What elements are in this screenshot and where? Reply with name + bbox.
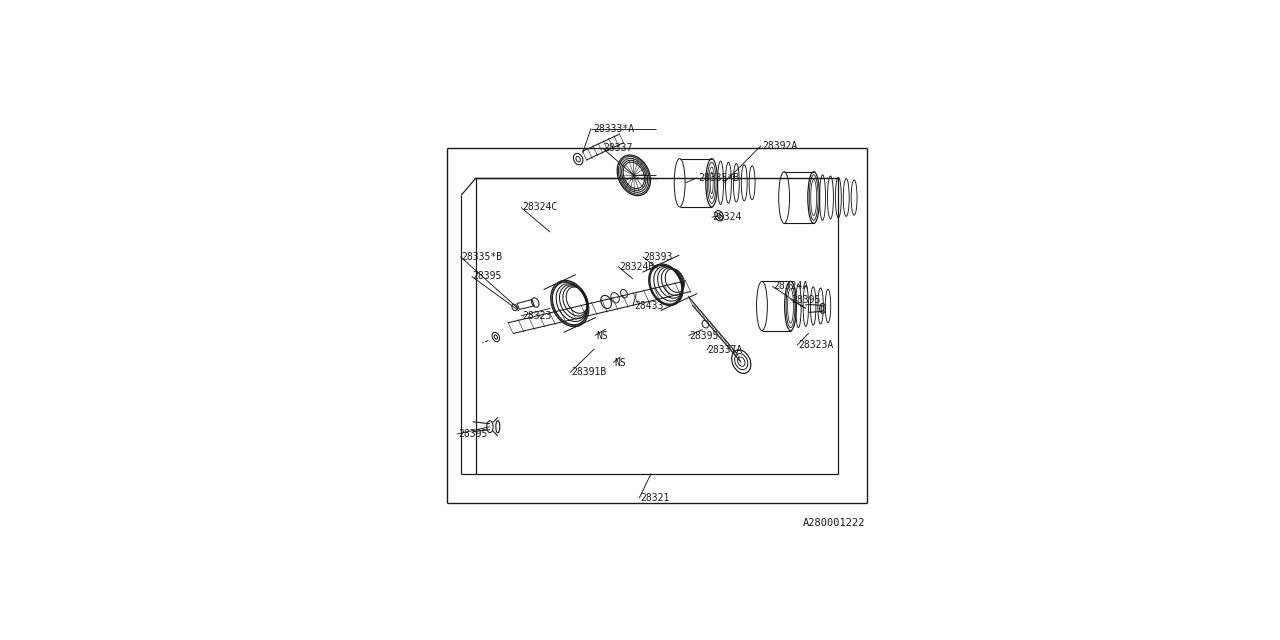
Text: 28433: 28433 bbox=[634, 301, 663, 311]
Text: 28324: 28324 bbox=[713, 212, 742, 222]
Text: NS: NS bbox=[596, 330, 608, 340]
Text: 28333*A: 28333*A bbox=[593, 124, 634, 134]
Text: 28323A: 28323A bbox=[797, 340, 833, 350]
Text: 28393: 28393 bbox=[644, 252, 673, 262]
Text: 28395: 28395 bbox=[472, 271, 502, 282]
Text: NS: NS bbox=[614, 358, 626, 367]
Text: 28321: 28321 bbox=[640, 493, 669, 503]
Text: 28324C: 28324C bbox=[522, 202, 557, 212]
Text: 28324B: 28324B bbox=[620, 262, 654, 271]
Text: 28335*B: 28335*B bbox=[698, 173, 739, 183]
Text: 28335*B: 28335*B bbox=[461, 252, 503, 262]
Text: 28395: 28395 bbox=[791, 294, 820, 305]
Text: 28323: 28323 bbox=[522, 311, 552, 321]
Text: A280001222: A280001222 bbox=[803, 518, 865, 528]
Text: 28395: 28395 bbox=[458, 429, 488, 439]
Text: 28324A: 28324A bbox=[773, 281, 809, 291]
Text: 28395: 28395 bbox=[690, 330, 719, 340]
Text: 28391B: 28391B bbox=[571, 367, 607, 378]
Polygon shape bbox=[517, 300, 534, 309]
Text: 28337A: 28337A bbox=[708, 346, 742, 355]
Text: 28392A: 28392A bbox=[762, 141, 797, 151]
Text: 28337: 28337 bbox=[603, 143, 632, 153]
